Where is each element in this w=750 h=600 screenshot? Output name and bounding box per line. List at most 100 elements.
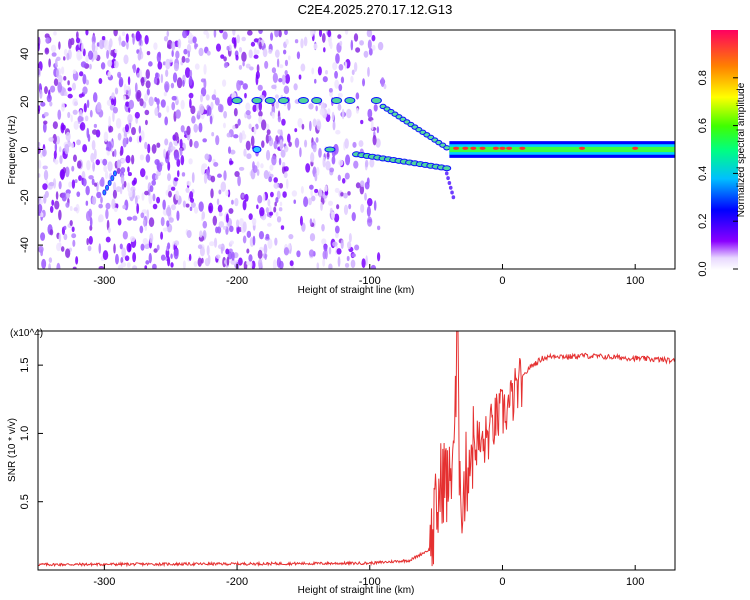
heatmap-cell [144,243,150,250]
heatmap-cell [262,48,268,58]
heatmap-cell [190,202,196,208]
heatmap-cell [299,147,302,158]
heatmap-cell [104,170,109,180]
heatmap-cell [69,220,73,226]
heatmap-cell [146,51,151,56]
heatmap-cell [310,195,316,202]
heatmap-cell [283,166,289,172]
heatmap-cell [198,103,204,115]
heatmap-cell [316,120,322,131]
heatmap-cell [38,68,41,76]
heatmap-cell [95,159,101,166]
heatmap-cell [54,200,60,210]
heatmap-cell [108,227,111,234]
heatmap-cell [341,108,345,120]
heatmap-cell [256,204,259,210]
heatmap-cell [110,49,115,57]
heatmap-cell [116,159,122,169]
heatmap-cell [447,180,452,185]
heatmap-cell [146,209,150,220]
heatmap-cell [285,38,289,45]
heatmap-cell [335,129,341,135]
heatmap-cell [186,229,192,239]
heatmap-cell [373,104,378,112]
heatmap-cell [334,213,340,223]
heatmap-cell [370,97,382,105]
heatmap-cell [162,199,166,210]
colorbar: 0.0 0.2 0.4 0.6 0.8 Normalized spectral ampl… [697,30,747,277]
heatmap-cell [145,80,151,89]
heatmap-cell [334,231,339,239]
heatmap-cell [258,230,265,240]
heatmap-cell [126,242,132,253]
heatmap-cell [98,266,105,269]
heatmap-cell [72,154,77,163]
heatmap-cell [73,207,78,212]
heatmap-cell [222,31,228,40]
heatmap-cell [85,79,89,86]
heatmap-cell [233,134,239,139]
heatmap-cell [115,253,119,265]
heatmap-cell [237,175,241,187]
heatmap-cell [256,169,260,177]
heatmap-cell [245,63,251,69]
heatmap-cell [264,253,267,260]
heatmap-cell [338,84,343,92]
heatmap-cell [99,178,105,187]
heatmap-cell [176,77,183,89]
heatmap-cell [113,207,118,213]
heatmap-cell [281,118,286,126]
heatmap-cell [182,79,185,87]
heatmap-cell [318,147,322,158]
heatmap-cell [492,146,499,150]
heatmap-cell [309,184,314,190]
heatmap-cell [269,164,274,171]
heatmap-cell [167,161,171,171]
heatmap-cell [38,147,41,155]
heatmap-cell [40,249,44,257]
heatmap-cell [74,179,78,184]
heatmap-cell [173,177,179,182]
heatmap-cell [453,146,460,150]
heatmap-cell [131,180,136,186]
heatmap-cell [259,206,265,217]
heatmap-cell [75,31,79,39]
heatmap-cell [350,75,354,83]
heatmap-cell [85,185,90,196]
heatmap-cell [179,147,183,156]
heatmap-cell [63,225,67,231]
heatmap-cell [370,119,374,131]
heatmap-cell [43,112,49,117]
heatmap-cell [274,30,280,38]
heatmap-cell [58,41,61,50]
heatmap-cell [112,181,117,192]
heatmap-cell [339,40,343,46]
heatmap-cell [142,219,146,227]
heatmap-cell [282,191,287,198]
heatmap-cell [124,124,129,133]
heatmap-cell [139,225,144,234]
heatmap-cell [299,215,303,226]
heatmap-cell [264,60,269,69]
heatmap-cell [119,186,123,195]
heatmap-cell [261,140,265,148]
heatmap-cell [238,132,243,144]
heatmap-cell [170,82,175,89]
heatmap-cell [145,175,148,180]
heatmap-cell [189,69,193,78]
heatmap-cell [300,38,304,49]
heatmap-cell [152,203,158,210]
heatmap-cell [82,178,87,187]
heatmap-cell [252,235,256,246]
heatmap-cell [328,263,333,269]
heatmap-cell [127,172,132,177]
heatmap-cell [79,122,86,131]
heatmap-cell [266,123,270,132]
heatmap-cell [249,66,254,71]
heatmap-cell [51,199,55,206]
heatmap-cell [118,79,123,88]
heatmap-cell [42,122,47,133]
heatmap-cell [113,149,117,158]
heatmap-cell [167,242,171,250]
heatmap-cell [278,182,284,189]
